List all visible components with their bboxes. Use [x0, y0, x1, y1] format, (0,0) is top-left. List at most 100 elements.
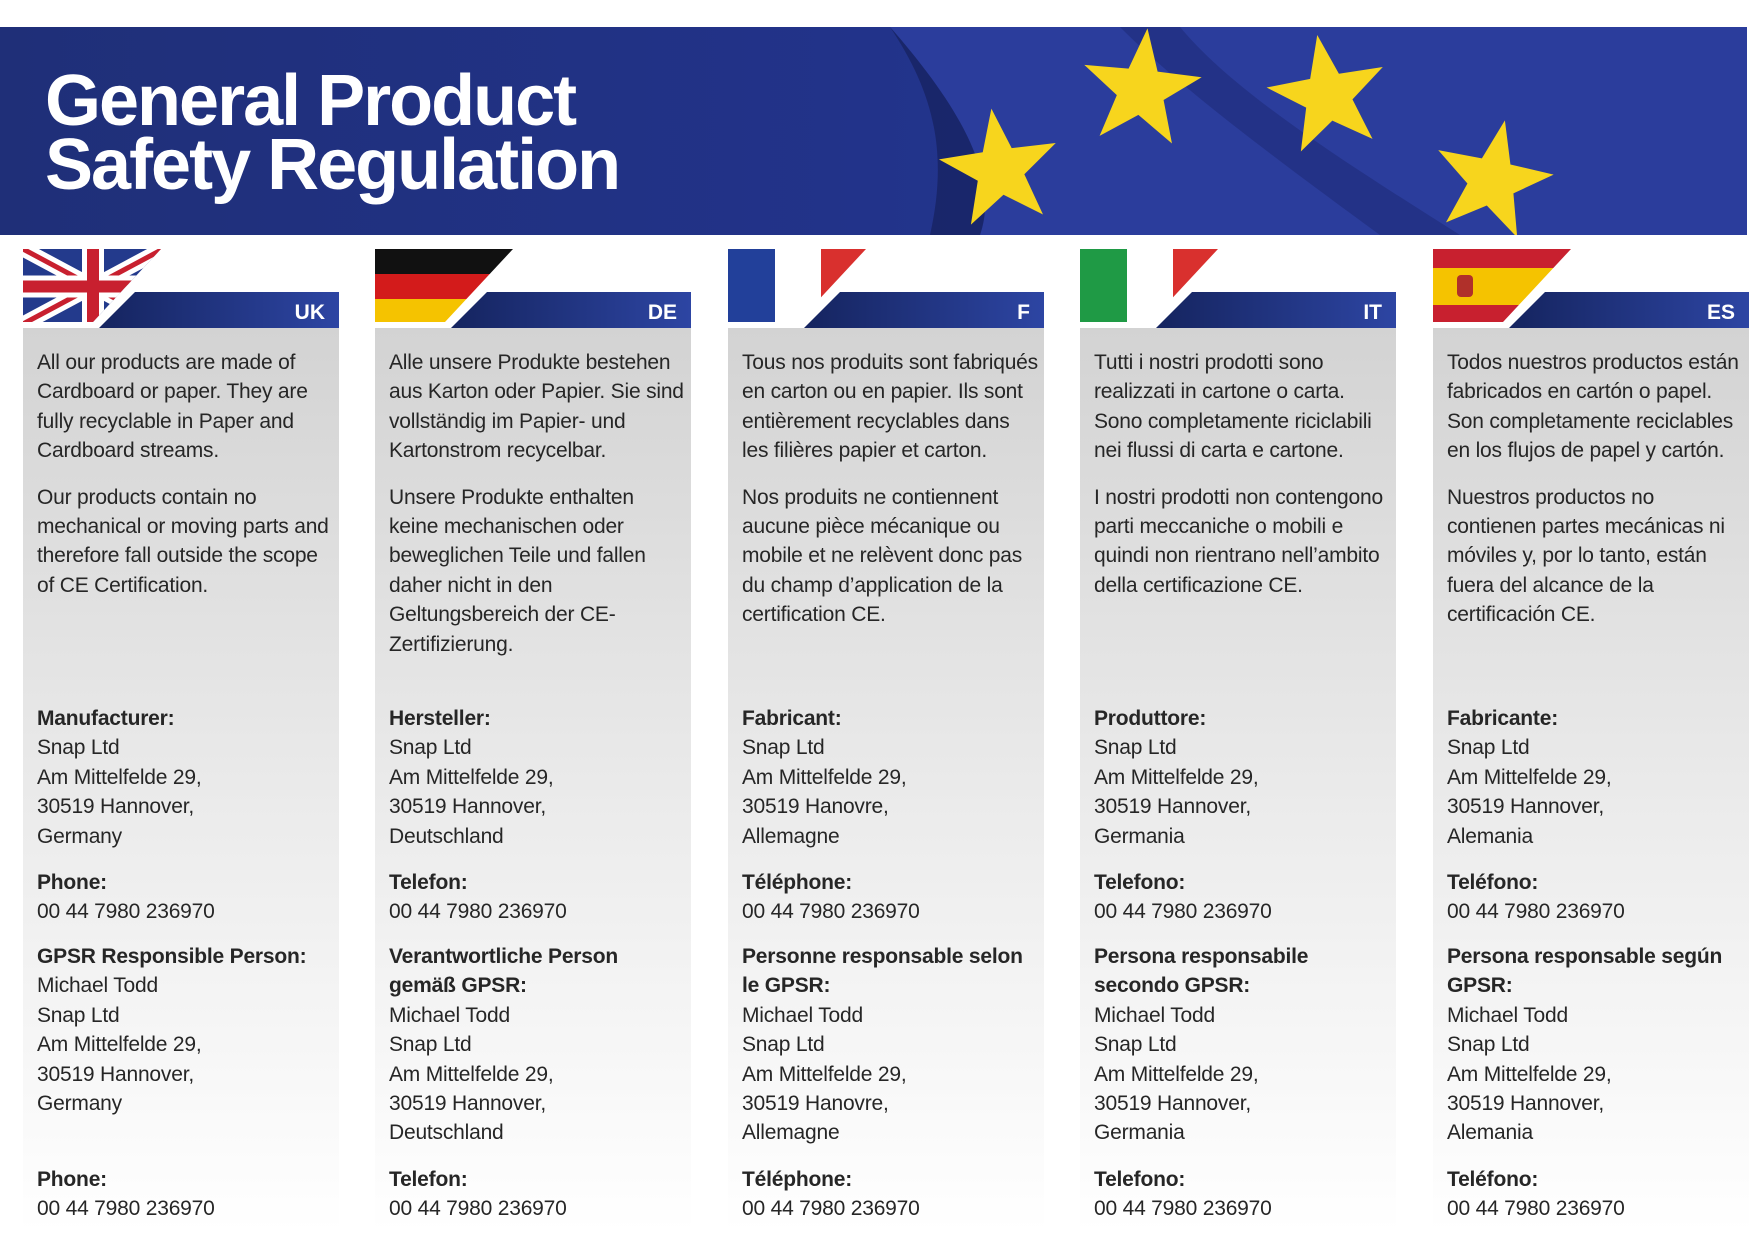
responsible-person-line: Alemania [1447, 1121, 1533, 1145]
manufacturer-line: 30519 Hannover, [37, 795, 194, 819]
manufacturer-line: 30519 Hannover, [389, 795, 546, 819]
responsible-phone-label: Téléphone: [742, 1168, 853, 1191]
intro-paragraph: I nostri prodotti non contengono parti m… [1094, 485, 1383, 597]
language-code: IT [1363, 301, 1382, 324]
manufacturer-line: Germany [37, 824, 122, 848]
responsible-person-line: Germany [37, 1092, 122, 1116]
manufacturer-line: 30519 Hannover, [1447, 795, 1604, 819]
responsible-phone: Telefon: 00 44 7980 236970 [389, 1165, 685, 1224]
responsible-person: GPSR Responsible Person: Michael Todd Snap… [37, 942, 333, 1118]
responsible-person-line: 30519 Hannover, [1094, 1092, 1251, 1116]
manufacturer-line: Am Mittelfelde 29, [1447, 765, 1612, 789]
title-line: General Product [45, 61, 577, 141]
responsible-phone: Phone: 00 44 7980 236970 [37, 1165, 333, 1224]
column-body [728, 328, 1044, 1232]
responsible-phone-label: Phone: [37, 1168, 107, 1191]
language-column: DE Alle unsere Produkte bestehen aus Kart… [375, 249, 691, 1232]
responsible-person-line: Michael Todd [1447, 1003, 1568, 1027]
responsible-phone-number: 00 44 7980 236970 [389, 1197, 567, 1221]
responsible-person-line: Michael Todd [1094, 1003, 1215, 1027]
responsible-person-line: Am Mittelfelde 29, [1447, 1062, 1612, 1086]
manufacturer-line: Am Mittelfelde 29, [742, 765, 907, 789]
responsible-person: Persona responsabile secondo GPSR: Michae… [1094, 942, 1390, 1148]
column-body [1080, 328, 1396, 1232]
manufacturer: Manufacturer: Snap Ltd Am Mittelfelde 29, 3… [37, 704, 333, 851]
tab [804, 292, 1044, 328]
responsible-person-line: Michael Todd [37, 974, 158, 998]
phone-label: Téléphone: [742, 871, 853, 894]
intro-paragraph: Alle unsere Produkte bestehen aus Karton… [389, 351, 684, 463]
manufacturer-label: Produttore: [1094, 707, 1207, 730]
intro-paragraph: Tutti i nostri prodotti sono realizzati … [1094, 351, 1372, 463]
column-header: DE [375, 249, 691, 328]
responsible-person-line: 30519 Hanovre, [742, 1092, 889, 1116]
intro-paragraph: Our products contain no mechanical or mo… [37, 485, 329, 597]
column-header: ES [1433, 249, 1749, 328]
responsible-person-line: 30519 Hannover, [37, 1062, 194, 1086]
phone: Telefono: 00 44 7980 236970 [1094, 868, 1390, 927]
intro-paragraph: Todos nuestros productos están fabricado… [1447, 351, 1739, 463]
phone-label: Telefono: [1094, 871, 1186, 894]
manufacturer-line: Am Mittelfelde 29, [389, 765, 554, 789]
responsible-person: Personne responsable selon le GPSR: Micha… [742, 942, 1038, 1148]
column-body [1433, 328, 1749, 1232]
manufacturer-line: Alemania [1447, 824, 1533, 848]
phone-label: Phone: [37, 871, 107, 894]
tab [1156, 292, 1396, 328]
responsible-person-line: Am Mittelfelde 29, [389, 1062, 554, 1086]
phone-number: 00 44 7980 236970 [389, 900, 567, 924]
responsible-person-line: Am Mittelfelde 29, [742, 1062, 907, 1086]
phone-number: 00 44 7980 236970 [1447, 900, 1625, 924]
language-column: F Tous nos produits sont fabriqués en car… [728, 249, 1044, 1232]
phone-number: 00 44 7980 236970 [742, 900, 920, 924]
responsible-phone-label: Telefono: [1094, 1168, 1186, 1191]
responsible-phone: Telefono: 00 44 7980 236970 [1094, 1165, 1390, 1224]
responsible-person-line: Michael Todd [742, 1003, 863, 1027]
manufacturer: Fabricant: Snap Ltd Am Mittelfelde 29, 3051… [742, 704, 1038, 851]
manufacturer-line: Snap Ltd [389, 736, 472, 760]
responsible-person: Persona responsable según GPSR: Michael T… [1447, 942, 1743, 1148]
intro: Todos nuestros productos están fabricado… [1447, 348, 1743, 647]
responsible-person: Verantwortliche Person gemäß GPSR: Michae… [389, 942, 685, 1148]
responsible-phone-number: 00 44 7980 236970 [1447, 1197, 1625, 1221]
language-column: IT Tutti i nostri prodotti sono realizzat… [1080, 249, 1396, 1232]
intro: Tutti i nostri prodotti sono realizzati … [1094, 348, 1390, 617]
column-header: F [728, 249, 1044, 328]
manufacturer: Fabricante: Snap Ltd Am Mittelfelde 29, 305… [1447, 704, 1743, 851]
responsible-person-label: Personne responsable selon le GPSR: [742, 945, 1023, 998]
responsible-person-line: Snap Ltd [389, 1033, 472, 1057]
manufacturer-label: Manufacturer: [37, 707, 175, 730]
manufacturer-line: Allemagne [742, 824, 840, 848]
intro-paragraph: All our products are made of Cardboard o… [37, 351, 308, 463]
tab [1509, 292, 1749, 328]
language-code: UK [295, 301, 325, 324]
phone-number: 00 44 7980 236970 [1094, 900, 1272, 924]
responsible-person-line: Snap Ltd [742, 1033, 825, 1057]
manufacturer: Produttore: Snap Ltd Am Mittelfelde 29, 305… [1094, 704, 1390, 851]
phone: Telefon: 00 44 7980 236970 [389, 868, 685, 927]
manufacturer-label: Fabricant: [742, 707, 842, 730]
responsible-person-line: Am Mittelfelde 29, [37, 1033, 202, 1057]
manufacturer-line: Snap Ltd [1094, 736, 1177, 760]
manufacturer-line: Snap Ltd [742, 736, 825, 760]
header-banner: General Product Safety Regulation [0, 27, 1747, 235]
intro-paragraph: Tous nos produits sont fabriqués en cart… [742, 351, 1038, 463]
language-code: ES [1707, 301, 1735, 324]
manufacturer: Hersteller: Snap Ltd Am Mittelfelde 29, 305… [389, 704, 685, 851]
manufacturer-label: Fabricante: [1447, 707, 1558, 730]
tab [451, 292, 691, 328]
manufacturer-line: 30519 Hannover, [1094, 795, 1251, 819]
manufacturer-line: Am Mittelfelde 29, [1094, 765, 1259, 789]
column-header: IT [1080, 249, 1396, 328]
intro: Tous nos produits sont fabriqués en cart… [742, 348, 1038, 647]
responsible-person-line: Deutschland [389, 1121, 504, 1145]
phone: Phone: 00 44 7980 236970 [37, 868, 333, 927]
phone: Téléphone: 00 44 7980 236970 [742, 868, 1038, 927]
column-body [375, 328, 691, 1232]
manufacturer-line: Snap Ltd [37, 736, 120, 760]
responsible-phone: Téléphone: 00 44 7980 236970 [742, 1165, 1038, 1224]
tab [99, 292, 339, 328]
responsible-phone-label: Teléfono: [1447, 1168, 1539, 1191]
phone-label: Telefon: [389, 871, 468, 894]
language-column: UK All our products are made of Cardboard… [23, 249, 339, 1232]
